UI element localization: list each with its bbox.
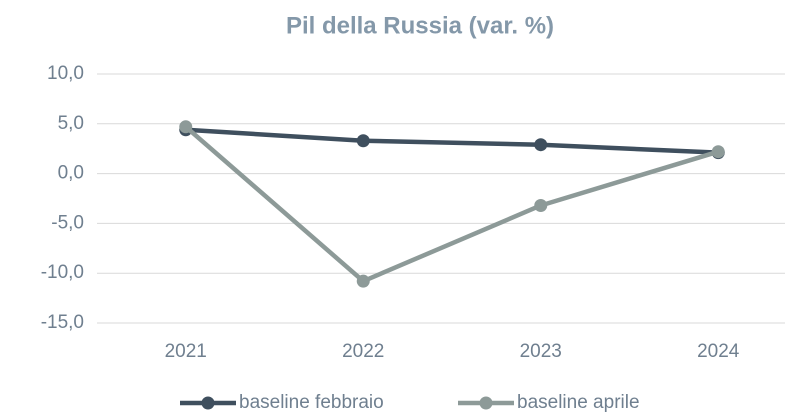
data-point <box>711 145 725 159</box>
legend-label: baseline febbraio <box>239 392 384 413</box>
x-tick-label: 2021 <box>165 341 207 362</box>
legend-marker <box>201 396 215 410</box>
data-point <box>356 274 370 288</box>
y-tick-label: 0,0 <box>58 163 84 184</box>
data-point <box>534 138 548 152</box>
chart-title: Pil della Russia (var. %) <box>286 12 554 39</box>
y-tick-label: -15,0 <box>41 312 84 333</box>
y-tick-label: 10,0 <box>47 63 84 84</box>
y-tick-label: -10,0 <box>41 262 84 283</box>
x-tick-label: 2024 <box>697 341 740 362</box>
x-tick-label: 2023 <box>520 341 562 362</box>
y-tick-label: -5,0 <box>51 212 84 233</box>
x-tick-label: 2022 <box>342 341 384 362</box>
series-line <box>185 127 719 155</box>
legend-label: baseline aprile <box>517 392 640 413</box>
data-point <box>179 120 193 134</box>
data-point <box>356 134 370 148</box>
data-point <box>534 198 548 212</box>
legend-marker <box>479 396 493 410</box>
y-tick-label: 5,0 <box>58 113 84 134</box>
series-line <box>184 125 719 284</box>
